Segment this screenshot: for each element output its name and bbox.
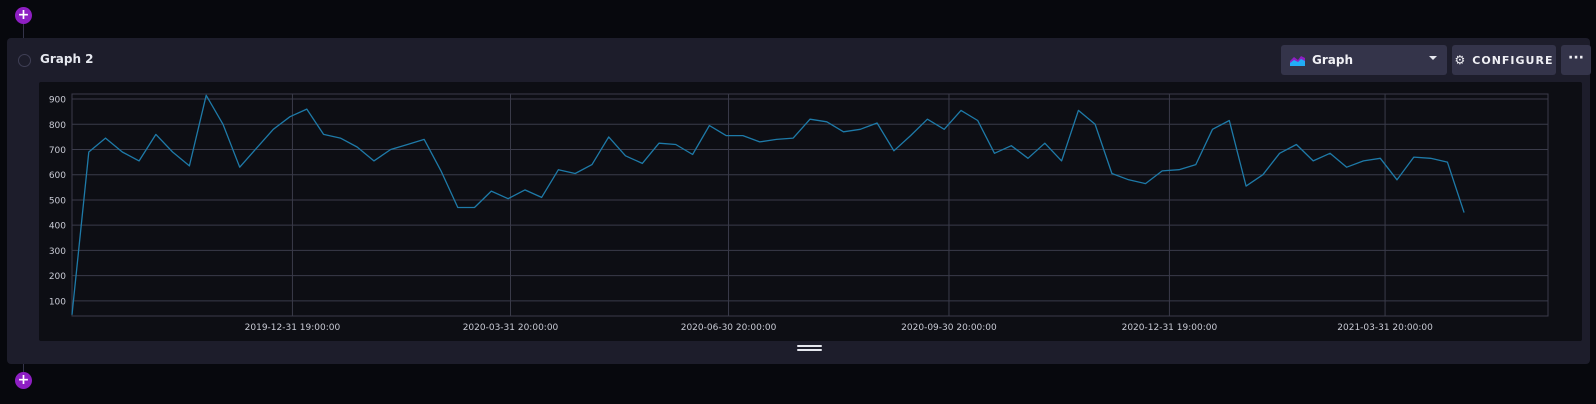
more-options-button[interactable]: ··· (1561, 45, 1591, 75)
y-tick-label: 400 (49, 222, 66, 232)
plot-frame (71, 93, 1549, 317)
y-tick-label: 100 (49, 297, 66, 307)
y-tick-label: 200 (49, 272, 66, 282)
resize-handle[interactable] (797, 345, 822, 351)
configure-button[interactable]: ⚙ CONFIGURE (1452, 45, 1556, 75)
x-tick-label: 2020-09-30 20:00:00 (901, 323, 997, 333)
add-cell-button-bottom[interactable]: + (15, 372, 32, 389)
panel-title[interactable]: Graph 2 (40, 52, 94, 66)
graph-icon (1290, 56, 1305, 66)
x-tick-label: 2020-03-31 20:00:00 (463, 323, 559, 333)
chart-area[interactable]: 100 200 300 400 500 600 700 800 900 2019-12-31 19… (39, 82, 1582, 341)
view-type-dropdown[interactable]: Graph (1281, 45, 1447, 75)
y-tick-label: 500 (49, 196, 66, 206)
y-tick-label: 700 (49, 146, 66, 156)
y-tick-label: 900 (49, 96, 66, 106)
line-chart[interactable]: 100 200 300 400 500 600 700 800 900 2019-12-31 19… (39, 82, 1582, 341)
x-tick-label: 2020-12-31 19:00:00 (1122, 323, 1218, 333)
x-tick-label: 2020-06-30 20:00:00 (681, 323, 777, 333)
x-tick-label: 2021-03-31 20:00:00 (1337, 323, 1433, 333)
graph-panel: Graph 2 Graph ⚙ CONFIGURE ··· 100 200 300 4… (7, 38, 1591, 364)
add-cell-button-top[interactable]: + (15, 7, 32, 24)
view-type-label: Graph (1312, 53, 1353, 67)
panel-collapse-dot[interactable] (18, 54, 31, 67)
series-line (71, 94, 1465, 315)
y-tick-label: 600 (49, 171, 66, 181)
x-tick-label: 2019-12-31 19:00:00 (245, 323, 341, 333)
configure-label: CONFIGURE (1472, 53, 1554, 67)
gear-icon: ⚙ (1454, 53, 1467, 67)
chevron-down-icon (1429, 56, 1437, 60)
y-tick-label: 300 (49, 247, 66, 257)
y-tick-label: 800 (49, 121, 66, 131)
